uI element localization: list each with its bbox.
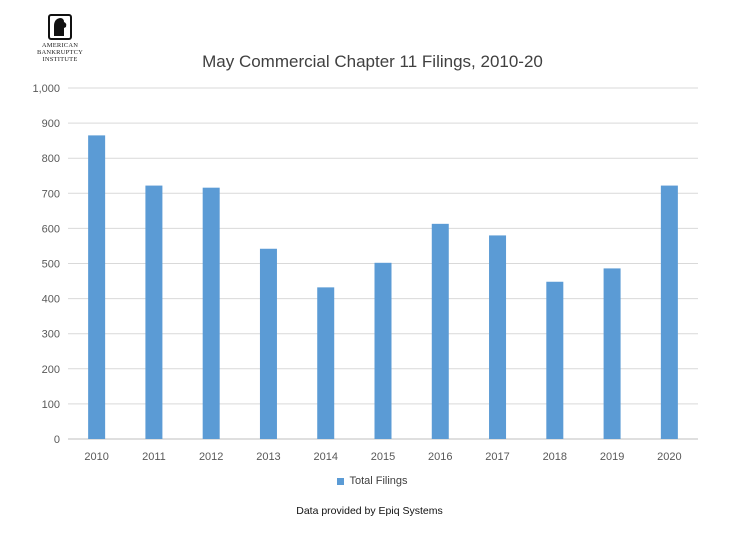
- chart-legend: Total Filings: [0, 475, 735, 487]
- bar: [88, 135, 106, 439]
- bar: [145, 185, 163, 439]
- y-tick-label: 300: [42, 329, 60, 341]
- bar: [374, 262, 392, 439]
- bar: [546, 281, 564, 439]
- x-tick-label: 2013: [256, 451, 280, 463]
- x-tick-label: 2015: [371, 451, 395, 463]
- y-tick-label: 1,000: [32, 83, 60, 95]
- bar: [603, 268, 621, 439]
- x-tick-label: 2010: [84, 451, 108, 463]
- bar: [489, 235, 507, 439]
- logo-text-line: INSTITUTE: [42, 56, 78, 63]
- bar: [431, 223, 449, 439]
- legend-swatch: [337, 477, 345, 485]
- x-tick-label: 2019: [600, 451, 624, 463]
- y-tick-label: 100: [42, 399, 60, 411]
- x-tick-label: 2018: [543, 451, 567, 463]
- y-tick-label: 900: [42, 118, 60, 130]
- x-tick-label: 2014: [313, 451, 337, 463]
- x-tick-label: 2012: [199, 451, 223, 463]
- logo-text-line: AMERICAN: [41, 42, 79, 49]
- chart-title: May Commercial Chapter 11 Filings, 2010-…: [202, 52, 543, 71]
- bar: [660, 185, 678, 439]
- bar: [202, 187, 220, 439]
- y-tick-label: 500: [42, 259, 60, 271]
- x-tick-label: 2020: [657, 451, 681, 463]
- y-tick-label: 700: [42, 188, 60, 200]
- x-tick-label: 2011: [142, 451, 166, 463]
- legend-label: Total Filings: [349, 475, 408, 487]
- aba-logo-mark-icon: [48, 14, 72, 40]
- x-tick-label: 2016: [428, 451, 452, 463]
- y-tick-label: 600: [42, 223, 60, 235]
- aba-logo: AMERICAN BANKRUPTCY INSTITUTE: [30, 14, 90, 63]
- bar: [259, 248, 277, 439]
- data-source-note: Data provided by Epiq Systems: [296, 505, 443, 517]
- y-tick-label: 0: [54, 434, 60, 446]
- y-tick-label: 400: [42, 294, 60, 306]
- y-tick-label: 200: [42, 364, 60, 376]
- x-tick-label: 2017: [485, 451, 509, 463]
- y-tick-label: 800: [42, 153, 60, 165]
- bar: [317, 287, 335, 439]
- logo-text-line: BANKRUPTCY: [36, 49, 84, 56]
- logo-text: AMERICAN BANKRUPTCY INSTITUTE: [30, 42, 90, 63]
